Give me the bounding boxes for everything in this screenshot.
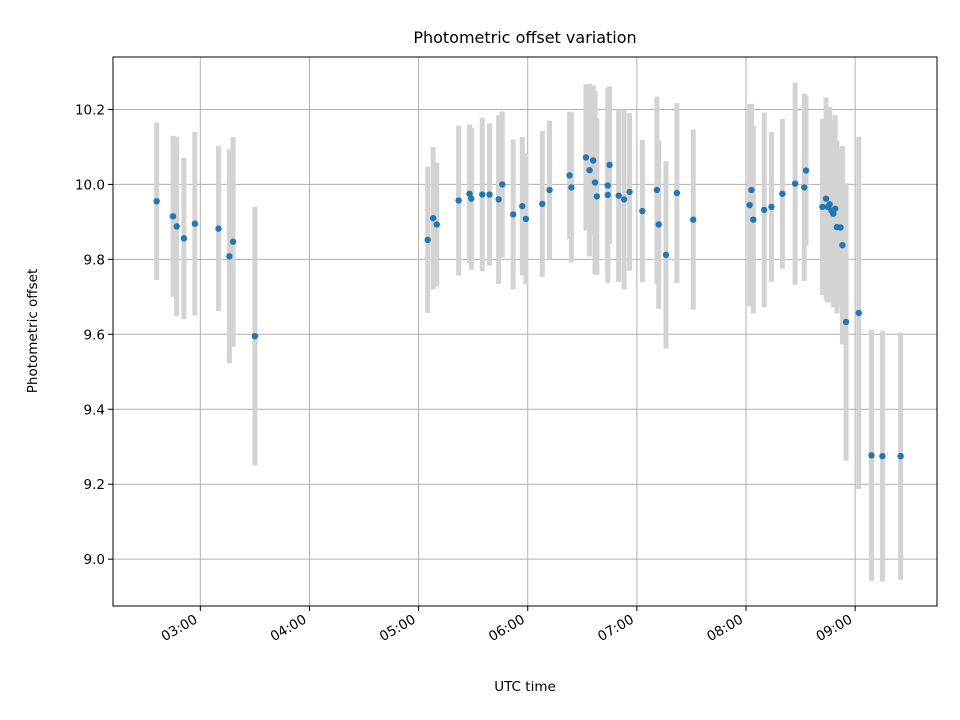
y-axis: 9.0 9.2 9.4 9.6 9.8 10.0 10.2 [75, 102, 113, 568]
data-point [690, 216, 697, 223]
data-point [499, 181, 506, 188]
y-tick-label: 10.0 [75, 177, 105, 193]
grid [113, 57, 937, 606]
data-point [801, 184, 808, 191]
data-point [180, 235, 188, 242]
y-tick-label: 9.2 [84, 477, 105, 493]
data-point [639, 207, 646, 215]
data-point [626, 188, 633, 196]
data-point [591, 179, 599, 186]
data-point [604, 182, 611, 189]
data-point [468, 195, 475, 202]
data-point [479, 191, 486, 198]
data-point [568, 184, 575, 191]
data-point [826, 201, 833, 208]
data-point [519, 202, 526, 210]
data-point [153, 198, 160, 205]
y-tick-label: 9.6 [84, 327, 105, 343]
chart-title: Photometric offset variation [413, 28, 636, 47]
data-point [842, 318, 850, 326]
data-point [169, 213, 177, 220]
data-point [662, 251, 670, 259]
data-point [748, 186, 755, 194]
data-point [495, 196, 502, 203]
data-point [837, 224, 844, 231]
data-point [802, 167, 810, 174]
data-point [215, 225, 222, 232]
data-point [791, 180, 799, 187]
data-point [830, 210, 837, 217]
data-point [604, 191, 611, 199]
data-point [868, 452, 875, 459]
data-point [855, 309, 862, 317]
data-point [897, 452, 904, 460]
data-point [593, 193, 601, 200]
data-point [655, 221, 662, 228]
data-point [226, 253, 233, 260]
data-point [173, 223, 180, 230]
data-point [615, 192, 622, 199]
data-point [673, 189, 681, 197]
y-tick-label: 9.8 [84, 252, 105, 268]
data-point [822, 195, 830, 202]
data-point [546, 186, 553, 194]
data-point [539, 200, 546, 208]
data-point [779, 190, 786, 197]
data-point [819, 203, 826, 211]
data-point [191, 220, 199, 227]
data-point [424, 236, 431, 244]
data-point [606, 161, 613, 169]
data-point [582, 154, 590, 161]
y-tick-label: 9.4 [84, 402, 105, 418]
y-tick-label: 9.0 [84, 552, 105, 568]
plot-frame [112, 56, 938, 607]
data-point [251, 332, 259, 340]
data-point [746, 201, 753, 209]
data-point [653, 186, 661, 194]
data-point [455, 197, 462, 204]
data-point [433, 221, 440, 228]
data-point [768, 203, 775, 211]
data-point [466, 190, 473, 197]
data-point [590, 157, 597, 164]
plot-area [113, 57, 937, 606]
data-point [509, 211, 517, 218]
data-point [566, 172, 573, 179]
data-point [486, 191, 493, 198]
data-point [586, 166, 593, 174]
data-point [760, 206, 768, 214]
data-points [153, 154, 904, 460]
y-axis-label: Photometric offset [25, 269, 41, 393]
data-point [750, 216, 757, 223]
y-tick-label: 10.2 [75, 102, 105, 118]
data-point [620, 196, 628, 203]
data-point [229, 238, 237, 245]
data-point [879, 452, 886, 460]
data-point [831, 205, 839, 212]
data-point [429, 214, 437, 222]
data-point [839, 241, 846, 249]
x-axis-label: UTC time [494, 679, 556, 695]
data-point [522, 215, 530, 223]
